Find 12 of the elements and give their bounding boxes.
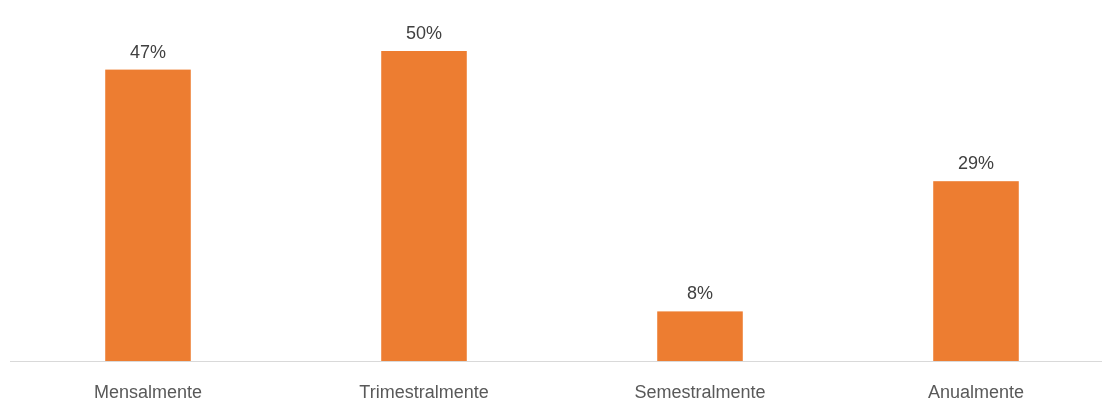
bar bbox=[381, 51, 467, 361]
data-label: 8% bbox=[686, 283, 714, 304]
data-label: 47% bbox=[129, 41, 167, 62]
bar bbox=[933, 181, 1019, 361]
x-tick-label: Anualmente bbox=[927, 382, 1025, 402]
x-tick-label: Trimestralmente bbox=[359, 382, 489, 402]
bar bbox=[105, 69, 191, 361]
x-tick-label: Mensalmente bbox=[93, 382, 203, 402]
data-label: 29% bbox=[957, 153, 995, 174]
x-tick-label: Semestralmente bbox=[634, 382, 766, 402]
data-label: 50% bbox=[405, 23, 443, 43]
bar bbox=[657, 311, 743, 361]
